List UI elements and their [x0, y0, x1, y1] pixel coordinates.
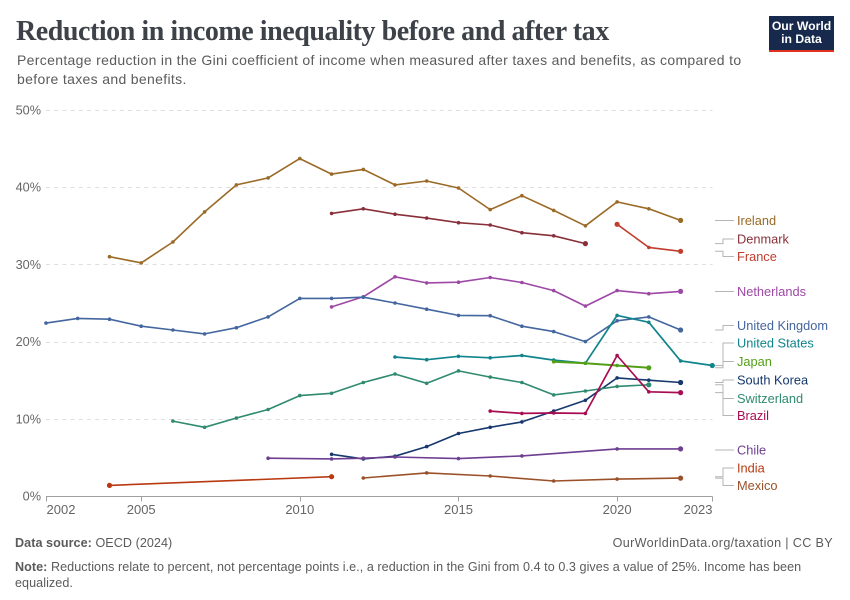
- svg-text:10%: 10%: [16, 412, 41, 426]
- svg-text:20%: 20%: [16, 335, 41, 349]
- svg-text:Switzerland: Switzerland: [737, 391, 803, 406]
- svg-text:2002: 2002: [47, 502, 76, 517]
- svg-text:United Kingdom: United Kingdom: [737, 318, 828, 333]
- svg-text:Denmark: Denmark: [737, 232, 790, 247]
- svg-text:United States: United States: [737, 336, 814, 351]
- svg-text:France: France: [737, 249, 777, 264]
- svg-text:Chile: Chile: [737, 443, 766, 458]
- svg-text:40%: 40%: [16, 181, 41, 195]
- svg-text:Brazil: Brazil: [737, 408, 769, 423]
- svg-text:2020: 2020: [603, 502, 632, 517]
- svg-text:2010: 2010: [285, 502, 314, 517]
- svg-text:Ireland: Ireland: [737, 213, 776, 228]
- svg-text:Japan: Japan: [737, 354, 772, 369]
- svg-text:South Korea: South Korea: [737, 373, 809, 388]
- svg-text:50%: 50%: [16, 104, 41, 118]
- svg-text:India: India: [737, 461, 766, 476]
- svg-text:30%: 30%: [16, 258, 41, 272]
- svg-text:2005: 2005: [127, 502, 156, 517]
- svg-text:Netherlands: Netherlands: [737, 284, 806, 299]
- svg-text:0%: 0%: [23, 490, 41, 504]
- svg-text:2015: 2015: [444, 502, 473, 517]
- svg-text:2023: 2023: [684, 502, 713, 517]
- svg-text:Mexico: Mexico: [737, 478, 778, 493]
